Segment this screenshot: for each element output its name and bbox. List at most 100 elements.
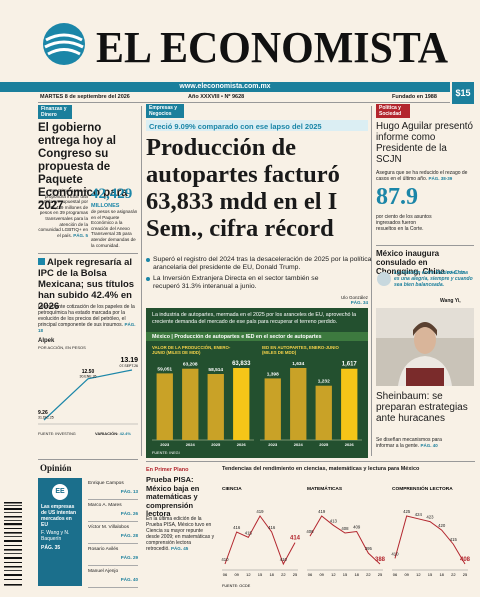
body-text: La creciente cotización de los papeles d…: [38, 304, 135, 328]
value-label: 408: [341, 526, 349, 531]
value-label: 1,398: [267, 371, 279, 377]
bar-charts: 59,051 2023 63,208 2024 58,514 2025 63,833 2026…: [152, 361, 362, 447]
logo: [43, 23, 85, 65]
headline[interactable]: Hugo Aguilar presentó informe como Presi…: [376, 121, 473, 165]
charts-title: Tendencias del rendimiento en ciencias, …: [222, 466, 420, 472]
category-label: 06: [393, 572, 398, 577]
page-ref: PÁG. 26: [120, 511, 138, 516]
bar: [156, 373, 173, 440]
opinion-title: Opinión: [40, 463, 72, 473]
category-label: 12: [331, 572, 336, 577]
opinion-featured[interactable]: Las empresas de US intentan mercados en …: [41, 504, 77, 528]
variation-value: 42.4%: [119, 431, 131, 436]
issue: Año XXXVIII • Nº 9628: [188, 94, 245, 100]
stat-text: por ciento de los asuntos ingresados fue…: [376, 214, 432, 232]
founded: Fundado en 1988: [392, 94, 437, 100]
bullets: Superó el registro del 2024 tras la desa…: [146, 256, 372, 294]
headline[interactable]: México inaugura consulado en Chongqing, …: [376, 249, 474, 277]
date: MARTES 8 de septiembre del 2026: [40, 94, 130, 100]
headline[interactable]: El gobierno entrega hoy al Congreso su p…: [38, 122, 128, 212]
bullet: En la última edición de la Prueba PISA, …: [146, 516, 216, 552]
headline[interactable]: Alpek regresaría al IPC de la Bolsa Mexi…: [38, 257, 135, 312]
chart-source: FUENTE: OCDE: [222, 584, 251, 588]
value-label: 13.19: [120, 357, 138, 364]
column-rule: [141, 106, 142, 456]
category-label: 06: [308, 572, 313, 577]
value-label: 9.26: [38, 410, 48, 416]
value-label: 59,051: [157, 366, 172, 372]
date-label: 07.SEPT.26: [120, 364, 138, 368]
main-headline[interactable]: Producción de autopartes facturó 63,833 …: [146, 134, 340, 242]
bullet: Se diseñan mecanismos para informar a la…: [376, 437, 446, 449]
bullet-text: Asegura que se ha reducido el rezago de …: [376, 170, 468, 182]
masthead: EL ECONOMISTA: [43, 23, 448, 72]
category-label: 12: [416, 572, 421, 577]
value-label: 410: [221, 557, 229, 562]
section-tag: Finanzas y Dinero: [38, 105, 72, 119]
headline[interactable]: Prueba PISA: México baja en matemáticas …: [146, 475, 200, 518]
bar: [264, 378, 281, 440]
value-label: 406: [306, 529, 314, 534]
price-line: [43, 369, 133, 421]
headline[interactable]: Sheinbaum: se preparan estrategias ante …: [376, 391, 468, 424]
rule: [38, 253, 138, 254]
quote: La relación entre México-China es una al…: [394, 270, 473, 288]
headline-text: México inaugura consulado en Chongqing, …: [376, 249, 445, 276]
chart-source: FUENTE: INEGI: [152, 451, 180, 455]
bullet-text: Superó el registro del 2024 tras la desa…: [153, 256, 372, 271]
bullet: Por primera vez se propondrá incluir una…: [38, 188, 88, 238]
value-label: 425: [403, 509, 411, 514]
category-label: 12: [246, 572, 251, 577]
section-tag: En Primer Plano: [146, 467, 189, 473]
chart-title: COMPRENSIÓN LECTORA: [392, 484, 453, 492]
page-ref: PÁG. 18: [38, 322, 136, 333]
columnist-name: Enrique Campos: [88, 481, 124, 486]
category-label: 22: [451, 572, 456, 577]
value-label: 63,208: [183, 362, 198, 368]
bar: [315, 385, 332, 440]
page-ref: PÁG. 35: [41, 545, 61, 551]
opinion-logo: EE: [52, 484, 68, 500]
columnist: Enrique Campos PÁG. 13: [88, 478, 138, 500]
chart-title: MATEMÁTICAS: [307, 485, 343, 492]
page-ref: PÁG. 40: [420, 443, 438, 448]
category-label: 25: [463, 572, 468, 577]
chart-source: FUENTE: INVESTING: [38, 432, 76, 436]
value-label: 1,634: [292, 361, 304, 367]
category-label: 2024: [186, 442, 196, 447]
page-ref: PÁG. 29: [120, 555, 138, 560]
date-label: 31.DIC.25: [38, 416, 54, 420]
bar: [233, 368, 250, 440]
section-tag: Empresas y Negocios: [146, 104, 184, 118]
stat-number: 87.9: [376, 184, 418, 210]
bar: [182, 368, 199, 440]
value-label: 395: [365, 546, 373, 551]
chart-title: CIENCIA: [222, 486, 242, 492]
columnist: Rosario Avilés PÁG. 29: [88, 544, 138, 566]
newspaper-title: EL ECONOMISTA: [96, 23, 448, 72]
bar: [207, 373, 224, 440]
value-label: 416: [233, 525, 241, 530]
page-ref: PÁG. 40: [120, 577, 138, 582]
columnist: Víctor M. Villalobos PÁG. 28: [88, 522, 138, 544]
photo: [376, 308, 474, 386]
value-label: 415: [245, 530, 253, 535]
category-label: 22: [366, 572, 371, 577]
trend-line: [224, 515, 296, 566]
chart-subtitle: VALOR DE LA PRODUCCIÓN, ENERO-JUNIO (MIL…: [152, 345, 231, 355]
category-label: 18: [439, 572, 444, 577]
value-label: 414: [290, 536, 301, 542]
bullet-text: Por primera vez se propondrá incluir una…: [38, 188, 88, 238]
category-label: 22: [281, 572, 286, 577]
trend-line: [394, 515, 466, 565]
value-label: 413: [330, 518, 338, 523]
category-label: 2026: [237, 442, 247, 447]
category-label: 15: [428, 572, 433, 577]
category-label: 09: [319, 572, 324, 577]
value-label: 419: [318, 509, 326, 514]
value-label: 12.50: [82, 369, 95, 375]
page-ref: PÁG. 28: [120, 533, 138, 538]
category-label: 2023: [160, 442, 170, 447]
